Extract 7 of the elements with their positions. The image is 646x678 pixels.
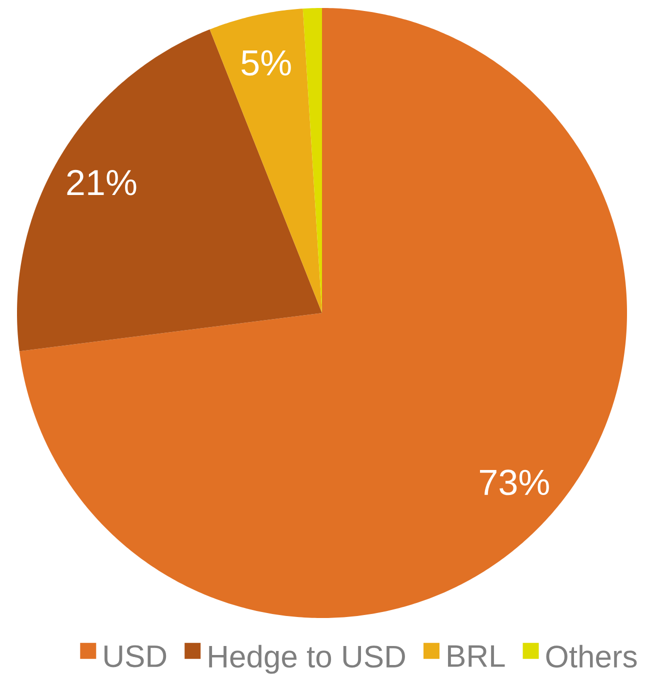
data-label: 21% bbox=[67, 170, 136, 196]
data-label: 73% bbox=[480, 470, 549, 496]
legend-label: USD bbox=[104, 645, 166, 668]
legend-label: BRL bbox=[448, 645, 505, 667]
legend-label: Others bbox=[546, 644, 637, 668]
data-label: 5% bbox=[242, 50, 291, 76]
legend-label: Hedge to USD bbox=[209, 644, 405, 674]
